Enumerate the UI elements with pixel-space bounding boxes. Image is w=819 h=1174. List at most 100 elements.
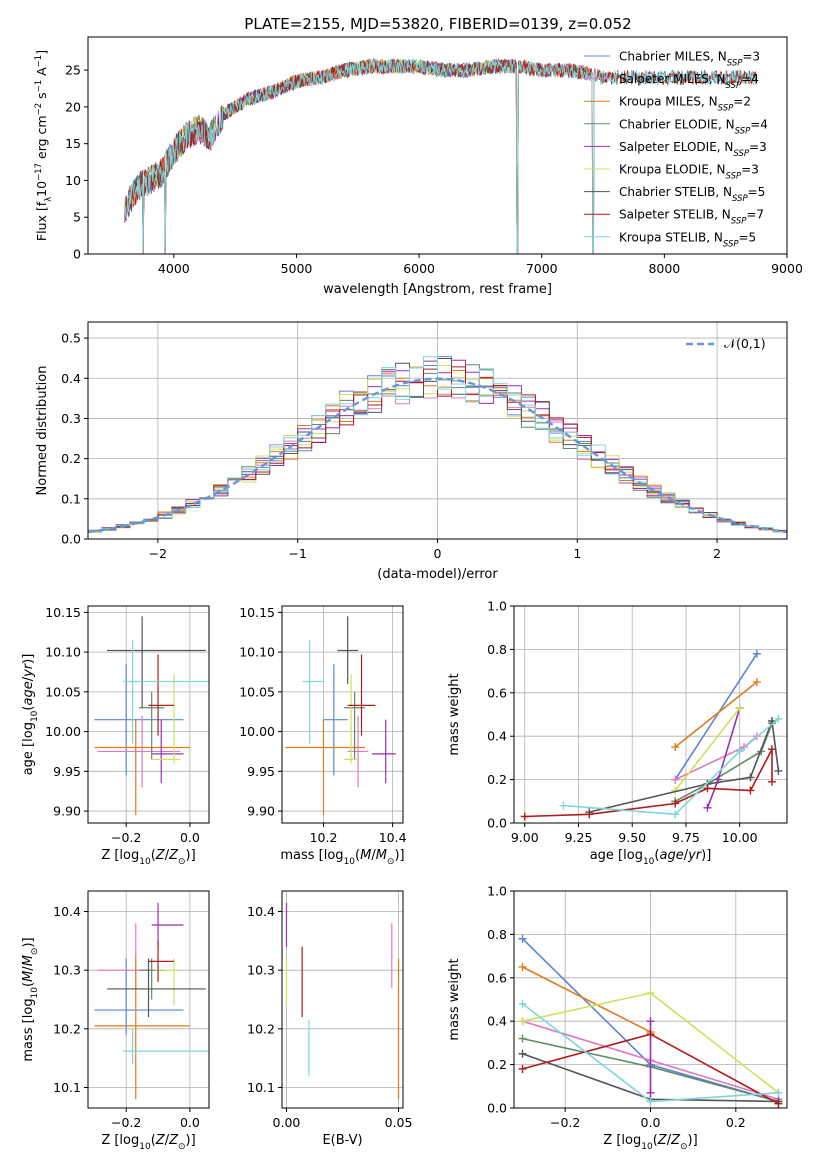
- y-tick-label: 0.8: [487, 642, 507, 657]
- axes: 4000 5000 6000 7000 8000 9000 0 5 10 15 20 25: [65, 36, 803, 276]
- y-tick-label: 15: [65, 136, 81, 151]
- spectrum-line: [124, 57, 757, 254]
- data-point: [285, 719, 365, 816]
- y-tick-label: 10.00: [45, 724, 81, 739]
- y-tick-label: 10.3: [247, 963, 275, 978]
- x-tick-label: 9.50: [618, 830, 646, 845]
- spectrum-line: [124, 59, 591, 254]
- y-tick-label: 10.15: [239, 605, 275, 620]
- data-marker: [559, 801, 568, 810]
- y-tick-label: 0.4: [61, 371, 81, 386]
- spectrum-line: [124, 57, 518, 254]
- data-marker: [585, 810, 594, 819]
- y-tick-label: 0.0: [61, 532, 81, 547]
- x-axis-label: age [log10(age/yr)]: [590, 848, 712, 867]
- axes-frame: [87, 605, 210, 824]
- plot-area: [285, 616, 397, 816]
- y-tick-label: 9.90: [53, 804, 81, 819]
- data-marker: [518, 1064, 527, 1073]
- axes-frame: [87, 36, 788, 255]
- data-marker: [520, 812, 529, 821]
- legend-label: Chabrier STELIB, NSSP=5: [619, 185, 765, 204]
- x-tick-label: −0.2: [111, 830, 141, 845]
- y-tick-label: 9.90: [247, 804, 275, 819]
- data-point: [148, 654, 174, 736]
- y-tick-label: 9.95: [53, 764, 81, 779]
- data-point: [148, 940, 174, 982]
- x-tick-label: −2: [149, 546, 167, 561]
- plot-area: [285, 902, 400, 1100]
- legend-label: 𝒩(0,1): [724, 336, 766, 351]
- y-axis-label: mass weight: [447, 673, 462, 755]
- data-marker: [671, 810, 680, 819]
- y-axis-label: mass [log10(M/M⊙)]: [21, 937, 40, 1061]
- y-axis-label: mass weight: [447, 958, 462, 1040]
- y-tick-label: 0.1: [61, 491, 81, 506]
- series-line: [559, 714, 783, 819]
- y-axis-label: age [log10(age/yr)]: [21, 654, 40, 776]
- data-marker: [646, 988, 655, 997]
- y-tick-label: 10.4: [247, 904, 275, 919]
- x-tick-label: −0.2: [550, 1115, 580, 1130]
- series-path: [563, 718, 779, 816]
- axes: −0.2 0.0 10.1 10.2 10.3 10.4: [53, 890, 210, 1130]
- data-marker: [518, 1034, 527, 1043]
- data-point: [323, 664, 348, 776]
- legend-label: Kroupa ELODIE, NSSP=3: [619, 163, 759, 182]
- legend-label: Salpeter STELIB, NSSP=7: [619, 208, 764, 227]
- data-point: [107, 958, 206, 1018]
- data-marker: [646, 1017, 655, 1026]
- data-marker: [518, 1049, 527, 1058]
- x-tick-label: 10.4: [379, 830, 407, 845]
- axes: 9.00 9.25 9.50 9.75 10.00 0.0 0.2 0.4 0.6 0.8 1.0: [487, 599, 788, 845]
- y-tick-label: 10.15: [45, 605, 81, 620]
- data-point: [151, 674, 181, 764]
- data-marker: [646, 1097, 655, 1106]
- spectrum-line: [124, 59, 757, 254]
- spectrum-line: [124, 58, 757, 254]
- data-point: [94, 958, 184, 1035]
- legend-label: Kroupa STELIB, NSSP=5: [619, 230, 756, 249]
- series-line: [671, 677, 761, 752]
- data-marker: [671, 743, 680, 752]
- data-point: [123, 640, 209, 744]
- y-tick-label: 20: [65, 99, 81, 114]
- series-line: [518, 962, 655, 1037]
- data-point: [94, 958, 190, 1100]
- y-tick-label: 0.2: [487, 772, 507, 787]
- y-tick-label: 5: [73, 210, 81, 225]
- data-point: [302, 640, 324, 744]
- spectrum-line: [124, 58, 518, 254]
- series-line: [518, 1030, 783, 1108]
- data-point: [151, 719, 184, 784]
- plot-area: [520, 649, 783, 821]
- x-axis-label: Z [log10(Z/Z⊙)]: [603, 1133, 697, 1152]
- data-marker: [752, 649, 761, 658]
- x-tick-label: 9000: [771, 261, 803, 276]
- panel-residuals: −2 −1 0 1 2 0.0 0.1 0.2 0.3 0.4 0.5 𝒩(0,1): [61, 321, 788, 561]
- axes-frame: [513, 605, 788, 824]
- data-marker: [518, 1017, 527, 1026]
- plot-area: [124, 57, 757, 254]
- data-marker: [746, 786, 755, 795]
- x-tick-label: 5000: [281, 261, 313, 276]
- x-tick-label: 1: [573, 546, 581, 561]
- y-tick-label: 10.05: [45, 684, 81, 699]
- y-tick-label: 10.05: [239, 684, 275, 699]
- y-tick-label: 10: [65, 173, 81, 188]
- data-marker: [774, 1088, 783, 1097]
- series-path: [524, 748, 773, 818]
- y-tick-label: 10.10: [239, 645, 275, 660]
- y-tick-label: 0.6: [487, 685, 507, 700]
- y-tick-label: 25: [65, 63, 81, 78]
- data-marker: [671, 775, 680, 784]
- legend-label: Chabrier ELODIE, NSSP=4: [619, 117, 768, 136]
- legend-label: Salpeter ELODIE, NSSP=3: [619, 140, 767, 159]
- series-path: [674, 681, 758, 748]
- data-point: [154, 958, 181, 1006]
- x-tick-label: 2: [713, 546, 721, 561]
- x-tick-label: 0.2: [726, 1115, 746, 1130]
- data-marker: [752, 677, 761, 686]
- data-marker: [703, 803, 712, 812]
- legend-label: Chabrier MILES, NSSP=3: [619, 50, 760, 69]
